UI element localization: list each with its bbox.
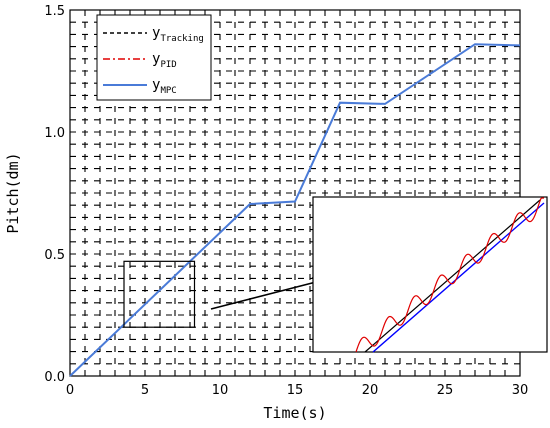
legend-label-subscript: PID xyxy=(160,60,176,70)
legend-label-base: y xyxy=(152,51,160,67)
inset-pid-line xyxy=(355,197,544,353)
inset-group xyxy=(312,196,548,353)
legend-label-pid: yPID xyxy=(152,51,177,70)
inset-tracking-line xyxy=(364,199,541,353)
series-group xyxy=(69,43,521,377)
legend-label-mpc: yMPC xyxy=(152,77,177,96)
legend-label-subscript: MPC xyxy=(160,86,176,96)
x-tick-label: 25 xyxy=(437,383,454,398)
y-tick-label: 0.5 xyxy=(44,248,65,263)
x-tick-label: 5 xyxy=(141,383,149,398)
y-tick-label: 1.0 xyxy=(44,126,65,141)
axis-ticks: 0 5 10 15 20 25 30 0.0 0.5 1.0 1.5 xyxy=(44,4,528,398)
x-tick-label: 15 xyxy=(287,383,304,398)
legend-label-base: y xyxy=(152,77,160,93)
x-tick-label: 20 xyxy=(362,383,379,398)
legend-label-subscript: Tracking xyxy=(160,34,203,44)
legend-label-tracking: yTracking xyxy=(152,25,204,44)
x-tick-label: 0 xyxy=(66,383,74,398)
x-tick-label: 30 xyxy=(512,383,529,398)
x-axis-label: Time(s) xyxy=(263,404,326,422)
legend-label-base: y xyxy=(152,25,160,41)
x-tick-label: 10 xyxy=(212,383,229,398)
zoom-window-group xyxy=(123,260,324,328)
series-line-mpc xyxy=(69,43,521,377)
zoom-arrow-line xyxy=(210,281,317,310)
inset-mpc-line xyxy=(372,202,545,353)
y-tick-label: 1.5 xyxy=(44,4,65,19)
y-axis-label: Pitch(dm) xyxy=(4,152,22,233)
zoom-window-box xyxy=(123,260,196,328)
inset-frame xyxy=(312,196,548,353)
y-tick-label: 0.0 xyxy=(44,370,65,385)
